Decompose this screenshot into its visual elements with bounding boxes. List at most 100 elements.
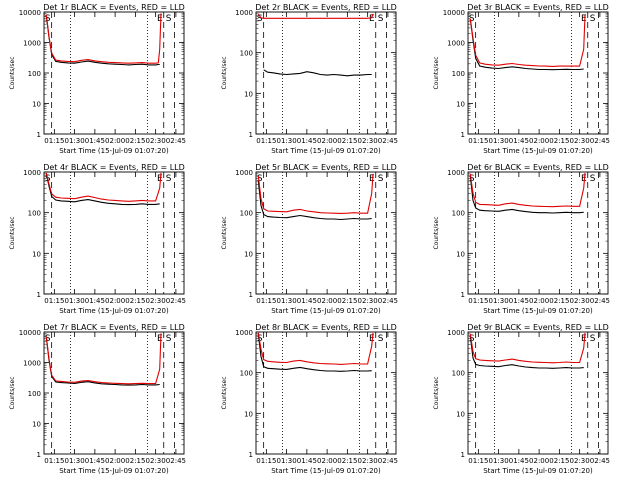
y-tick-label: 1 [461,451,465,459]
events-series-line [257,333,372,372]
detector-panel: Det 1r BLACK = Events, RED = LLD Counts/s… [9,3,186,155]
x-tick-label: 01:30 [65,137,85,145]
x-tick-label: 02:30 [570,297,590,305]
x-tick-label: 01:15 [44,297,64,305]
y-tick-label: 1 [249,131,253,139]
x-tick-label: 02:30 [570,137,590,145]
x-tick-label: 02:45 [166,137,186,145]
x-tick-label: 01:30 [65,297,85,305]
x-tick-label: 02:00 [317,137,337,145]
x-tick-label: 02:15 [549,297,569,305]
y-tick-label: 100 [452,370,465,378]
panel-title: Det 6r BLACK = Events, RED = LLD [467,163,609,172]
x-tick-label: 02:15 [337,137,357,145]
x-tick-label: 02:30 [146,137,166,145]
x-tick-label: 02:00 [105,297,125,305]
marker-label-next-start: S [590,174,596,184]
y-tick-label: 1000 [447,40,465,48]
y-tick-label: 10 [32,421,41,429]
plot-frame [255,331,397,455]
y-tick-label: 10 [456,410,465,418]
x-axis-label: Start Time (15-Jul-09 01:07:20) [271,147,381,155]
lld-series-line [45,333,162,385]
x-tick-label: 02:30 [146,297,166,305]
y-tick-label: 100 [452,70,465,78]
panel-title: Det 4r BLACK = Events, RED = LLD [43,163,185,172]
marker-label-next-start: S [590,334,596,344]
y-axis-label: Counts/sec [9,56,16,89]
x-tick-label: 02:15 [549,137,569,145]
y-tick-label: 1000 [235,9,253,17]
lld-series-line [257,173,374,214]
y-tick-label: 1 [37,131,41,139]
x-tick-label: 02:15 [549,457,569,465]
x-tick-label: 01:30 [489,457,509,465]
x-tick-label: 02:45 [166,297,186,305]
x-tick-label: 01:30 [277,457,297,465]
y-tick-label: 10 [244,250,253,258]
x-tick-label: 01:15 [256,297,276,305]
x-tick-label: 02:00 [529,457,549,465]
panel-title: Det 5r BLACK = Events, RED = LLD [255,163,397,172]
y-tick-label: 1000 [235,329,253,337]
y-tick-label: 100 [240,50,253,58]
x-tick-label: 02:45 [590,297,610,305]
y-tick-label: 1 [249,451,253,459]
y-tick-label: 100 [28,70,41,78]
x-tick-label: 02:30 [146,457,166,465]
y-tick-label: 10 [32,101,41,109]
detector-panel: Det 6r BLACK = Events, RED = LLD Counts/s… [433,163,610,315]
marker-label-end: E [157,14,163,24]
y-axis-label: Counts/sec [433,376,440,409]
y-tick-label: 10 [32,250,41,258]
x-tick-label: 01:30 [489,137,509,145]
x-tick-label: 01:15 [256,137,276,145]
y-tick-label: 10000 [443,9,465,17]
x-tick-label: 02:15 [337,297,357,305]
lld-series-line [45,172,162,202]
x-tick-label: 02:30 [358,297,378,305]
plot-frame [467,171,609,295]
plot-frame [255,11,397,135]
y-tick-label: 10000 [19,9,41,17]
x-tick-label: 02:15 [125,137,145,145]
x-tick-label: 02:00 [105,457,125,465]
y-tick-label: 10 [456,250,465,258]
marker-label-start: S [469,334,475,344]
y-axis-label: Counts/sec [433,56,440,89]
y-tick-label: 10 [244,90,253,98]
x-tick-label: 01:45 [85,297,105,305]
plot-frame [467,331,609,455]
marker-label-next-start: S [378,334,384,344]
y-tick-label: 10000 [19,329,41,337]
x-tick-label: 01:30 [277,297,297,305]
marker-label-start: S [257,334,263,344]
y-tick-label: 100 [28,210,41,218]
x-tick-label: 01:15 [468,137,488,145]
detector-panel: Det 9r BLACK = Events, RED = LLD Counts/s… [433,323,610,475]
marker-label-start: S [469,14,475,24]
marker-label-start: S [257,174,263,184]
x-axis-label: Start Time (15-Jul-09 01:07:20) [483,307,593,315]
marker-label-start: S [45,14,51,24]
x-axis-label: Start Time (15-Jul-09 01:07:20) [271,467,381,475]
x-tick-label: 01:15 [44,457,64,465]
events-series-line [45,336,160,386]
x-tick-label: 02:45 [378,457,398,465]
y-axis-label: Counts/sec [221,56,228,89]
marker-label-end: E [369,174,375,184]
x-tick-label: 02:00 [529,137,549,145]
events-series-line [469,175,584,214]
x-tick-label: 02:00 [317,457,337,465]
x-tick-label: 01:15 [256,457,276,465]
y-tick-label: 1000 [23,169,41,177]
events-series-line [263,69,372,77]
marker-label-start: S [45,334,51,344]
events-series-line [469,18,584,71]
marker-label-next-start: S [166,14,172,24]
events-series-line [257,180,372,221]
y-tick-label: 1000 [23,40,41,48]
x-tick-label: 01:45 [509,457,529,465]
detector-panel: Det 5r BLACK = Events, RED = LLD Counts/s… [221,163,398,315]
